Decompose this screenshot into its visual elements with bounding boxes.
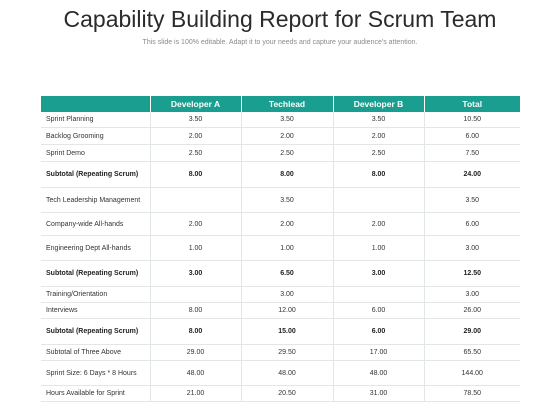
cell-total: 3.00 (424, 286, 520, 303)
cell-developer-a: 3.00 (150, 260, 242, 287)
table-row: Tech Leadership Management 3.50 3.50 (41, 187, 520, 213)
subtotal-row: Subtotal (Repeating Scrum) 3.00 6.50 3.0… (41, 260, 520, 287)
cell-techlead: 20.50 (241, 385, 334, 402)
row-label: Backlog Grooming (41, 127, 151, 145)
column-header-total: Total (424, 96, 520, 112)
cell-total: 6.00 (424, 127, 520, 145)
cell-developer-b: 3.00 (333, 260, 425, 287)
table-row: Sprint Size: 6 Days * 8 Hours 48.00 48.0… (41, 360, 520, 386)
cell-techlead: 6.50 (241, 260, 334, 287)
row-label: Sprint Planning (41, 112, 151, 128)
row-label: Company-wide All-hands (41, 212, 151, 236)
cell-techlead: 3.50 (241, 187, 334, 213)
row-label: Subtotal (Repeating Scrum) (41, 318, 151, 345)
row-label: Training/Orientation (41, 286, 151, 303)
row-label: Sprint Demo (41, 144, 151, 162)
cell-total: 78.50 (424, 385, 520, 402)
cell-total: 24.00 (424, 161, 520, 188)
cell-developer-a: 1.00 (150, 235, 242, 261)
cell-developer-a: 8.00 (150, 302, 242, 319)
cell-techlead: 2.00 (241, 127, 334, 145)
cell-developer-b: 1.00 (333, 235, 425, 261)
row-label: Engineering Dept All-hands (41, 235, 151, 261)
cell-developer-b: 48.00 (333, 360, 425, 386)
capability-table-container: Developer A Techlead Developer B Total S… (41, 96, 520, 402)
cell-techlead: 2.50 (241, 144, 334, 162)
table-row: Interviews 8.00 12.00 6.00 26.00 (41, 302, 520, 319)
cell-developer-b (333, 187, 425, 213)
cell-techlead: 12.00 (241, 302, 334, 319)
cell-techlead: 8.00 (241, 161, 334, 188)
cell-developer-a (150, 286, 242, 303)
cell-total: 65.50 (424, 344, 520, 361)
cell-total: 3.00 (424, 235, 520, 261)
cell-developer-a: 29.00 (150, 344, 242, 361)
cell-techlead: 15.00 (241, 318, 334, 345)
subtotal-row: Subtotal (Repeating Scrum) 8.00 15.00 6.… (41, 318, 520, 345)
page-title: Capability Building Report for Scrum Tea… (63, 6, 497, 32)
cell-developer-b: 3.50 (333, 112, 425, 128)
cell-techlead: 29.50 (241, 344, 334, 361)
page-subtitle: This slide is 100% editable. Adapt it to… (142, 39, 418, 46)
cell-total: 29.00 (424, 318, 520, 345)
table-row: Company-wide All-hands 2.00 2.00 2.00 6.… (41, 212, 520, 236)
row-label: Subtotal (Repeating Scrum) (41, 161, 151, 188)
cell-techlead: 2.00 (241, 212, 334, 236)
cell-developer-b: 2.00 (333, 212, 425, 236)
row-label: Hours Available for Sprint (41, 385, 151, 402)
cell-total: 26.00 (424, 302, 520, 319)
table-row: Backlog Grooming 2.00 2.00 2.00 6.00 (41, 127, 520, 145)
cell-developer-b: 6.00 (333, 318, 425, 345)
cell-developer-a: 48.00 (150, 360, 242, 386)
cell-techlead: 3.00 (241, 286, 334, 303)
subtotal-row: Subtotal (Repeating Scrum) 8.00 8.00 8.0… (41, 161, 520, 188)
cell-total: 12.50 (424, 260, 520, 287)
row-label: Tech Leadership Management (41, 187, 151, 213)
table-row: Engineering Dept All-hands 1.00 1.00 1.0… (41, 235, 520, 261)
cell-techlead: 3.50 (241, 112, 334, 128)
cell-developer-b: 17.00 (333, 344, 425, 361)
cell-developer-a: 8.00 (150, 161, 242, 188)
table-row: Sprint Planning 3.50 3.50 3.50 10.50 (41, 112, 520, 128)
cell-total: 6.00 (424, 212, 520, 236)
cell-developer-a: 2.00 (150, 127, 242, 145)
cell-total: 3.50 (424, 187, 520, 213)
row-label: Interviews (41, 302, 151, 319)
cell-developer-a: 3.50 (150, 112, 242, 128)
row-label: Subtotal of Three Above (41, 344, 151, 361)
column-header-techlead: Techlead (241, 96, 334, 112)
column-header-developer-a: Developer A (150, 96, 242, 112)
cell-techlead: 48.00 (241, 360, 334, 386)
table-row: Hours Available for Sprint 21.00 20.50 3… (41, 385, 520, 402)
cell-developer-b (333, 286, 425, 303)
cell-developer-a: 2.00 (150, 212, 242, 236)
column-header-developer-b: Developer B (333, 96, 425, 112)
table-header-row: Developer A Techlead Developer B Total (41, 96, 520, 112)
cell-developer-b: 31.00 (333, 385, 425, 402)
table-row: Subtotal of Three Above 29.00 29.50 17.0… (41, 344, 520, 361)
cell-developer-a: 2.50 (150, 144, 242, 162)
cell-total: 7.50 (424, 144, 520, 162)
table-row: Training/Orientation 3.00 3.00 (41, 286, 520, 303)
column-header-activity (41, 96, 151, 112)
table-row: Sprint Demo 2.50 2.50 2.50 7.50 (41, 144, 520, 162)
cell-developer-b: 8.00 (333, 161, 425, 188)
row-label: Subtotal (Repeating Scrum) (41, 260, 151, 287)
capability-table: Developer A Techlead Developer B Total S… (41, 96, 520, 402)
cell-developer-a: 8.00 (150, 318, 242, 345)
cell-total: 10.50 (424, 112, 520, 128)
cell-developer-b: 2.00 (333, 127, 425, 145)
cell-developer-b: 2.50 (333, 144, 425, 162)
cell-developer-a (150, 187, 242, 213)
cell-developer-b: 6.00 (333, 302, 425, 319)
cell-total: 144.00 (424, 360, 520, 386)
cell-techlead: 1.00 (241, 235, 334, 261)
cell-developer-a: 21.00 (150, 385, 242, 402)
row-label: Sprint Size: 6 Days * 8 Hours (41, 360, 151, 386)
